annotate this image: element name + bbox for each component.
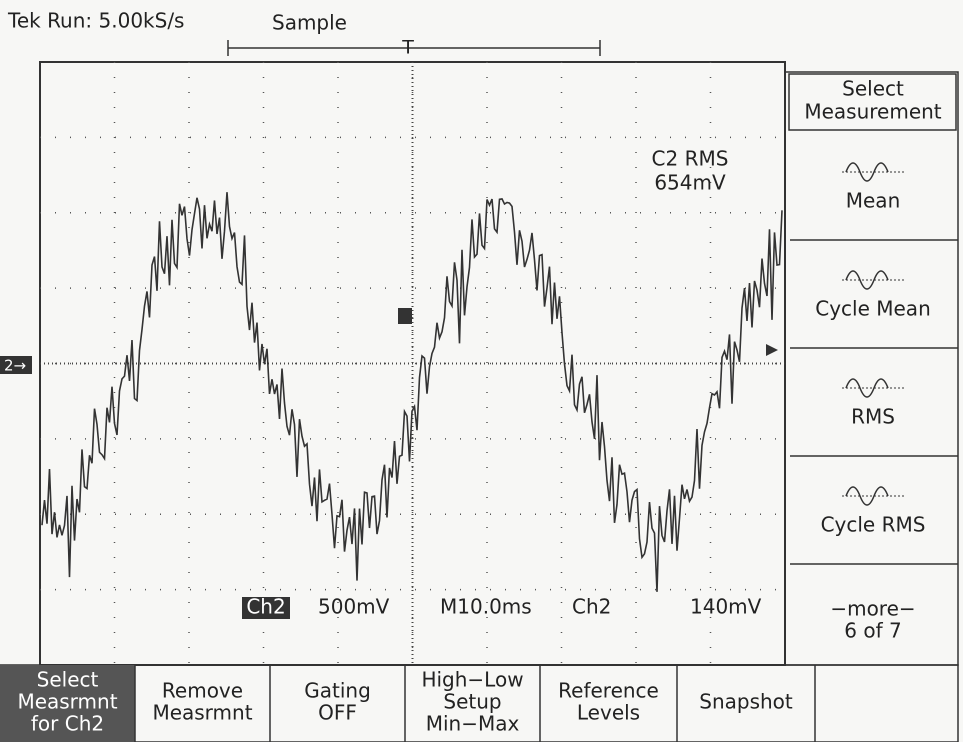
- measurement-value: 654mV: [654, 171, 726, 195]
- button-label[interactable]: Measrmnt: [17, 690, 117, 714]
- more-label[interactable]: −more−: [830, 597, 915, 621]
- trigger-source: Ch2: [572, 595, 611, 619]
- trigger-position: T: [401, 37, 414, 59]
- button-label[interactable]: Select: [37, 668, 99, 692]
- menu-item[interactable]: RMS: [851, 405, 895, 429]
- measurement-name: C2 RMS: [652, 147, 729, 171]
- button-label[interactable]: Levels: [577, 701, 640, 725]
- menu-page: 6 of 7: [844, 619, 901, 643]
- menu-item[interactable]: Mean: [846, 189, 901, 213]
- button-label[interactable]: Min−Max: [426, 712, 520, 736]
- channel-label: Ch2: [246, 595, 285, 619]
- trigger-point-marker: [398, 308, 412, 324]
- button-label[interactable]: Remove: [162, 679, 243, 703]
- button-label[interactable]: Reference: [558, 679, 659, 703]
- button-label[interactable]: Gating: [304, 679, 371, 703]
- side-menu-title: Select: [842, 77, 904, 101]
- side-menu-title: Measurement: [804, 100, 941, 124]
- acquisition-status: Tek Run: 5.00kS/s: [7, 9, 184, 33]
- oscilloscope-screen: Tek Run: 5.00kS/s Sample T 2→ C2 RMS 654…: [0, 0, 963, 742]
- acquisition-mode: Sample: [272, 11, 347, 35]
- button-label[interactable]: Snapshot: [699, 690, 793, 714]
- trigger-level: 140mV: [690, 595, 762, 619]
- button-label[interactable]: Setup: [443, 690, 501, 714]
- channel-marker: 2→: [4, 357, 26, 375]
- menu-item[interactable]: Cycle Mean: [815, 297, 931, 321]
- button-label[interactable]: High−Low: [421, 668, 523, 692]
- volts-per-div: 500mV: [318, 595, 390, 619]
- button-label[interactable]: Measrmnt: [152, 701, 252, 725]
- button-label[interactable]: OFF: [318, 701, 357, 725]
- time-per-div: M10.0ms: [440, 595, 532, 619]
- button-label[interactable]: for Ch2: [31, 712, 104, 736]
- menu-item[interactable]: Cycle RMS: [821, 513, 926, 537]
